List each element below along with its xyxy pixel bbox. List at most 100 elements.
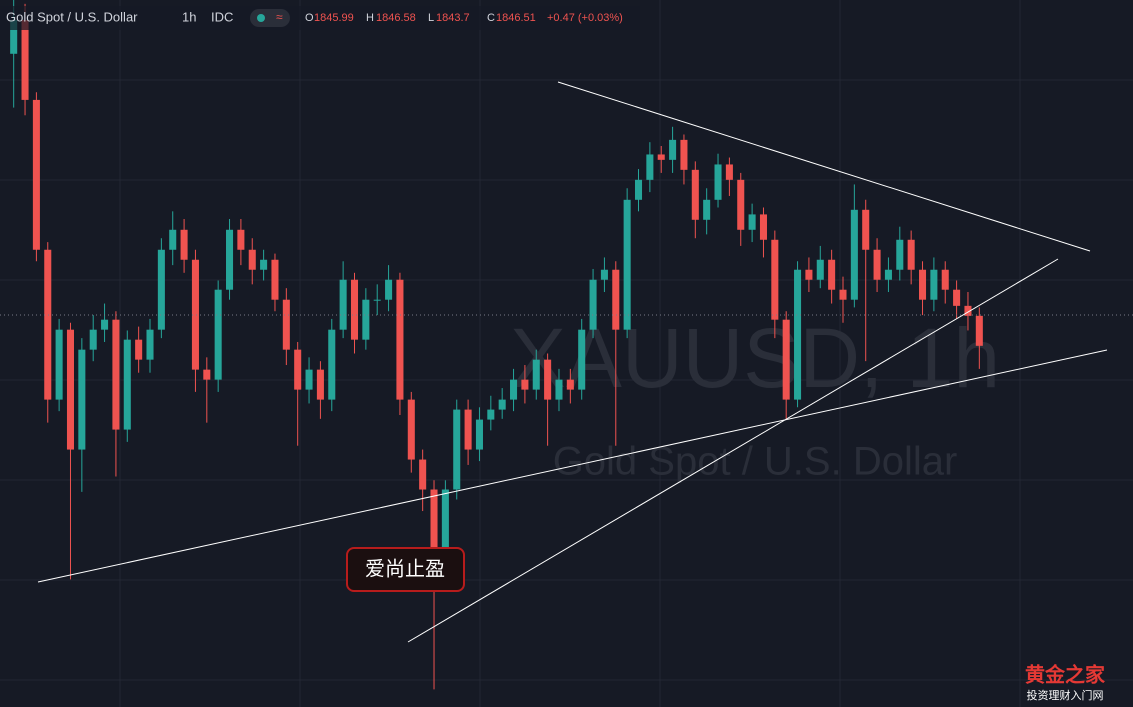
- candle-body: [32, 99, 40, 250]
- logo-title: 黄金之家: [1025, 662, 1106, 686]
- status-icon: ≈: [276, 10, 283, 24]
- interval: 1h: [182, 9, 196, 24]
- candle-body: [884, 269, 892, 280]
- candle-body: [282, 299, 290, 350]
- candle-body: [759, 214, 767, 240]
- candle-body: [464, 409, 472, 450]
- candle-body: [657, 154, 665, 160]
- candle-body: [873, 249, 881, 280]
- status-dot: [257, 14, 265, 22]
- candle-body: [248, 249, 256, 270]
- candle-body: [510, 379, 518, 400]
- open-value: 1845.99: [314, 12, 354, 24]
- close-value: 1846.51: [496, 12, 536, 24]
- logo-subtitle: 投资理财入门网: [1027, 688, 1104, 702]
- candle-body: [748, 214, 756, 230]
- candle-body: [782, 319, 790, 400]
- header-bg: [0, 6, 640, 30]
- candle-body: [271, 259, 279, 300]
- candle-body: [646, 154, 654, 180]
- l-label: L: [428, 12, 434, 24]
- candle-body: [407, 399, 415, 460]
- candle-body: [78, 349, 86, 450]
- high-value: 1846.58: [376, 12, 416, 24]
- change: +0.47 (+0.03%): [547, 12, 623, 24]
- candle-body: [214, 289, 222, 380]
- candle-body: [453, 409, 461, 490]
- candle-body: [475, 419, 483, 450]
- candle-body: [907, 239, 915, 270]
- candle-body: [44, 249, 52, 400]
- candle-body: [55, 329, 63, 400]
- candle-body: [294, 349, 302, 390]
- candle-body: [941, 269, 949, 290]
- candle-body: [805, 269, 813, 280]
- candle-body: [396, 279, 404, 400]
- candle-body: [101, 319, 109, 330]
- candle-body: [430, 489, 438, 570]
- candle-body: [953, 289, 961, 306]
- candle-body: [498, 399, 506, 410]
- candle-body: [634, 179, 643, 200]
- candle-body: [532, 359, 540, 390]
- candle-body: [157, 249, 165, 330]
- candle-body: [828, 259, 836, 290]
- candle-body: [714, 164, 722, 200]
- candle-body: [964, 305, 972, 316]
- candle-body: [680, 139, 688, 170]
- candle-body: [691, 169, 699, 220]
- candle-body: [191, 259, 199, 370]
- annotation-box: [346, 547, 465, 592]
- candle-body: [930, 269, 938, 300]
- candle-body: [441, 489, 449, 570]
- candle-body: [669, 139, 677, 160]
- candle-body: [862, 209, 870, 250]
- candle-body: [305, 369, 313, 390]
- candle-body: [737, 179, 745, 230]
- watermark-subtitle: Gold Spot / U.S. Dollar: [553, 440, 958, 484]
- candle-body: [350, 279, 359, 340]
- candle-body: [896, 239, 904, 270]
- candle-body: [623, 199, 631, 330]
- symbol: Gold Spot / U.S. Dollar: [6, 9, 138, 24]
- candle-body: [918, 269, 927, 300]
- source: IDC: [211, 9, 233, 24]
- candle-body: [816, 259, 824, 280]
- candles: [10, 0, 983, 690]
- candle-body: [362, 299, 370, 340]
- c-label: C: [487, 12, 495, 24]
- candle-body: [521, 379, 529, 390]
- candle-body: [703, 199, 711, 220]
- h-label: H: [366, 12, 374, 24]
- annotation-text: 爱尚止盈: [365, 557, 445, 580]
- candle-body: [850, 209, 858, 300]
- candle-body: [385, 279, 393, 300]
- candle-body: [21, 19, 29, 100]
- candle-body: [419, 459, 427, 490]
- candle-body: [112, 319, 120, 430]
- candle-body: [10, 19, 18, 54]
- trend-lines: [37, 81, 1108, 643]
- candle-body: [203, 369, 211, 380]
- candle-body: [612, 269, 620, 330]
- candle-body: [89, 329, 97, 350]
- o-label: O: [305, 12, 314, 24]
- candle-body: [237, 229, 245, 250]
- candle-body: [339, 279, 347, 330]
- low-value: 1843.7: [436, 12, 470, 24]
- candle-body: [328, 329, 336, 400]
- candle-body: [373, 299, 381, 301]
- candle-body: [725, 164, 733, 180]
- candle-body: [544, 359, 552, 400]
- candle-body: [487, 409, 495, 420]
- candle-body: [123, 339, 131, 430]
- candle-body: [555, 379, 563, 400]
- candle-body: [566, 379, 574, 390]
- status-pill[interactable]: [250, 9, 290, 27]
- candle-body: [316, 369, 324, 400]
- candle-body: [600, 269, 608, 280]
